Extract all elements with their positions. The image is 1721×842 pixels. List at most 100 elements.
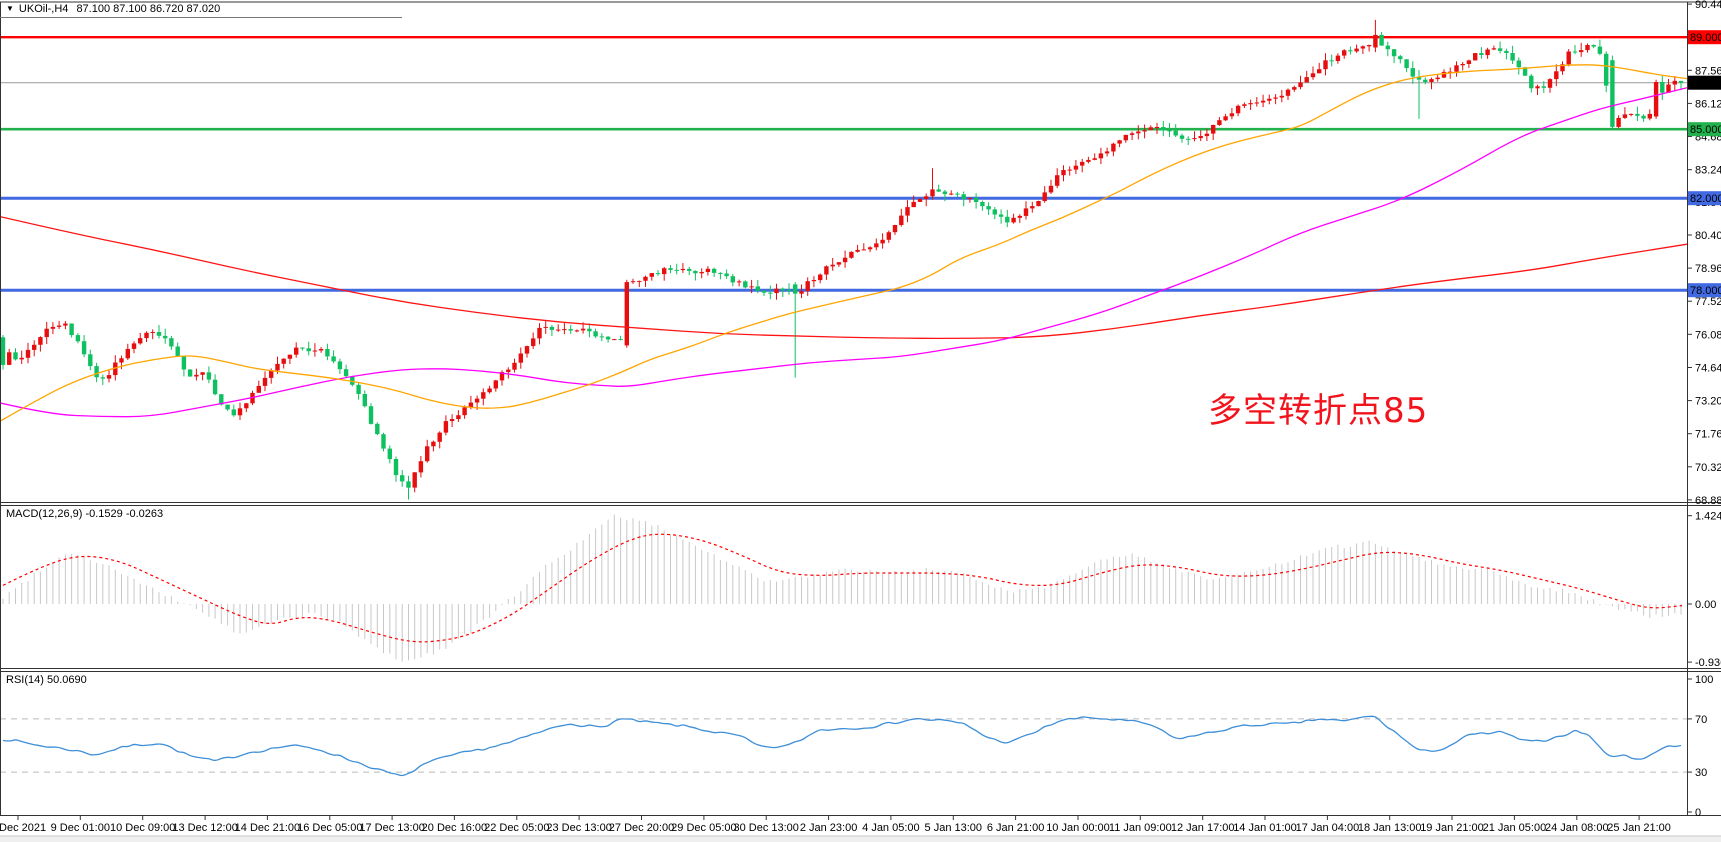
candle [1017, 214, 1022, 223]
candle [786, 283, 792, 295]
candle [1048, 179, 1054, 194]
price-tick-label: 87.560 [1695, 65, 1721, 77]
candle [1491, 45, 1497, 51]
price-tick-label: 86.120 [1695, 98, 1721, 110]
candle [1292, 85, 1297, 92]
rsi-axis[interactable]: 100 70 30 0 [1687, 674, 1713, 819]
price-axis[interactable]: 90.44087.56086.12084.68083.24081.84080.4… [1687, 0, 1721, 507]
candle [63, 321, 68, 330]
macd-tick-label: -0.9363 [1695, 657, 1721, 669]
candle [425, 439, 430, 463]
time-tick-label: 13 Dec 12:00 [172, 822, 237, 834]
price-tick-label: 71.760 [1695, 429, 1721, 441]
candle [1123, 134, 1128, 143]
candle [755, 280, 760, 294]
macd-axis[interactable]: 1.4246 0.00 -0.9363 [1687, 511, 1721, 669]
candle [94, 362, 99, 383]
ohlc-quote-label: 87.100 87.100 86.720 87.020 [76, 3, 221, 15]
candle [1211, 124, 1216, 140]
candle [1579, 42, 1584, 57]
candle [793, 282, 798, 378]
candle [1067, 166, 1072, 176]
candle [655, 270, 661, 276]
time-tick-label: 12 Jan 17:00 [1171, 822, 1235, 834]
symbol-period-label: UKOil-,H4 [18, 3, 69, 15]
candle [1273, 94, 1278, 105]
candle [1098, 147, 1104, 165]
candle [562, 322, 567, 335]
candle [1641, 114, 1646, 122]
ma-mid-line [0, 87, 1688, 418]
candle [400, 470, 405, 487]
candle [886, 230, 891, 243]
candle [1304, 70, 1309, 83]
time-tick-label: 21 Jan 05:00 [1483, 822, 1547, 834]
candle [1023, 201, 1029, 220]
price-badge-label: 87.020 [1690, 78, 1721, 90]
time-tick-label: 9 Dec 01:00 [51, 822, 110, 834]
candle [106, 370, 112, 383]
candle [749, 279, 754, 294]
macd-signal-line [2, 533, 1683, 643]
price-tick-label: 70.320 [1695, 462, 1721, 474]
candle [1217, 117, 1222, 126]
candle [899, 208, 904, 227]
time-tick-label: 27 Dec 20:00 [609, 822, 674, 834]
candle [231, 404, 236, 417]
chevron-down-icon[interactable]: ▼ [6, 4, 14, 13]
text-annotation[interactable]: 多空转折点85 [1208, 391, 1429, 431]
candle [892, 224, 898, 235]
candle [861, 243, 866, 251]
horizontal-level-lines[interactable] [0, 36, 1687, 292]
candle [1142, 124, 1147, 139]
candle [1510, 45, 1515, 64]
candle [949, 190, 954, 196]
candle [1622, 107, 1628, 119]
candle [693, 270, 698, 281]
candle [649, 273, 654, 281]
candle [1073, 160, 1079, 175]
candle [163, 328, 168, 344]
candle [1429, 77, 1434, 90]
candle [1080, 158, 1085, 173]
candle [668, 265, 673, 274]
candle [1298, 75, 1303, 90]
time-tick-label: 10 Dec 09:00 [110, 822, 175, 834]
price-tick-label: 68.880 [1695, 495, 1721, 507]
price-tick-label: 83.240 [1695, 165, 1721, 177]
candle [13, 348, 18, 361]
candle [1416, 70, 1422, 119]
candle [1104, 147, 1110, 157]
candle [1466, 59, 1472, 68]
macd-tick-label: 0.00 [1695, 599, 1716, 611]
candle [1204, 128, 1210, 141]
candle [998, 209, 1004, 224]
candle [138, 333, 143, 345]
candle [56, 320, 62, 329]
rsi-panel[interactable] [0, 715, 1687, 777]
time-tick-label: 7 Dec 2021 [0, 822, 46, 834]
macd-panel[interactable] [2, 514, 1683, 662]
candle [1404, 59, 1409, 73]
candle [44, 321, 49, 345]
rsi-indicator-label: RSI(14) 50.0690 [6, 674, 87, 686]
time-tick-label: 25 Jan 21:00 [1607, 822, 1671, 834]
price-tick-label: 90.440 [1695, 0, 1721, 11]
candle [1635, 106, 1640, 121]
candle [730, 273, 735, 287]
candle [805, 277, 810, 296]
candle [375, 422, 380, 436]
candle [1435, 74, 1440, 82]
time-tick-label: 17 Jan 04:00 [1296, 822, 1360, 834]
time-tick-label: 10 Jan 00:00 [1046, 822, 1110, 834]
candle [181, 355, 187, 377]
chart-title-bar: ▼ UKOil-,H4 87.100 87.100 86.720 87.020 [6, 3, 220, 15]
candle [1535, 84, 1540, 95]
candle [1223, 113, 1228, 121]
candle [1117, 139, 1122, 148]
time-tick-label: 14 Jan 01:00 [1233, 822, 1297, 834]
candle [32, 340, 37, 357]
candle [1186, 136, 1191, 146]
